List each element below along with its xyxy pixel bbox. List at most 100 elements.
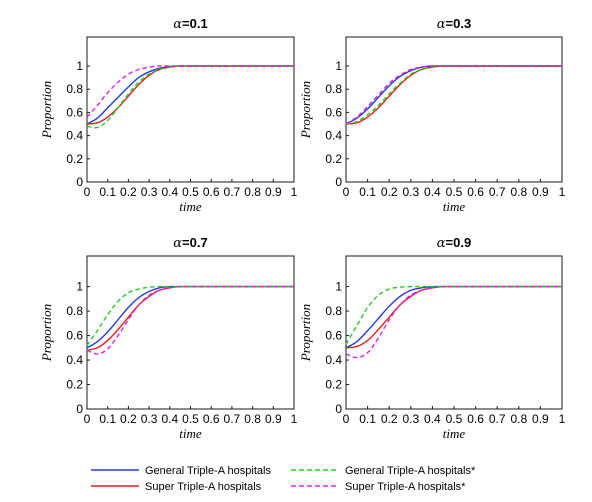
y-tick-label: 1 bbox=[335, 59, 342, 73]
series-line bbox=[86, 285, 294, 346]
x-tick-label: 0 bbox=[343, 412, 350, 426]
legend-label: Super Triple-A hospitals* bbox=[345, 481, 466, 493]
x-tick-label: 0.1 bbox=[359, 412, 376, 426]
y-tick-label: 0 bbox=[76, 402, 83, 416]
title-symbol: α bbox=[173, 17, 182, 32]
y-tick-label: 0.6 bbox=[325, 105, 342, 119]
x-tick-label: 0.5 bbox=[182, 185, 199, 199]
y-tick-label: 0.2 bbox=[66, 152, 83, 166]
x-tick-label: 0.8 bbox=[244, 412, 261, 426]
x-tick-label: 1 bbox=[291, 185, 298, 199]
y-tick-label: 0.8 bbox=[325, 304, 342, 318]
x-tick-label: 0.6 bbox=[467, 412, 484, 426]
x-axis-label: time bbox=[443, 426, 466, 441]
x-tick-label: 1 bbox=[559, 412, 566, 426]
y-tick-label: 0.8 bbox=[325, 82, 342, 96]
x-tick-label: 0.5 bbox=[446, 412, 463, 426]
x-tick-label: 0.9 bbox=[532, 412, 549, 426]
x-tick-label: 0.3 bbox=[402, 185, 419, 199]
plot-frame bbox=[345, 255, 563, 410]
x-tick-label: 0.2 bbox=[120, 185, 137, 199]
x-tick-label: 0.1 bbox=[99, 185, 116, 199]
plot-frame bbox=[345, 36, 563, 183]
x-tick-label: 0.4 bbox=[161, 412, 178, 426]
title-value: =0.1 bbox=[182, 16, 208, 31]
y-tick-label: 0.4 bbox=[325, 353, 342, 367]
panel-4: α=0.9 0 0.1 0.2 0.3 0.4 0.5 0.6 0.7 0.8 0.9 1 0 0.2 0.… bbox=[298, 235, 566, 441]
x-tick-label: 0.7 bbox=[224, 412, 241, 426]
panel-3: α=0.70 0.1 0.2 0.3 0.4 0.5 0.6 0.7 0.8 0.9 100.20.… bbox=[39, 235, 298, 441]
legend: General Triple-A hospitals General Triple… bbox=[91, 465, 476, 493]
x-tick-label: 0.6 bbox=[203, 412, 220, 426]
x-axis-label: time bbox=[179, 199, 202, 214]
title-symbol: α bbox=[173, 236, 182, 251]
y-tick-label: 0.4 bbox=[66, 129, 83, 143]
y-tick-label: 0.6 bbox=[325, 329, 342, 343]
x-tick-label: 0 bbox=[84, 185, 91, 199]
title-value: =0.3 bbox=[446, 16, 472, 31]
x-tick-label: 0.8 bbox=[510, 185, 527, 199]
plot-frame bbox=[86, 255, 295, 410]
x-tick-label: 0.4 bbox=[424, 185, 441, 199]
y-tick-label: 0.6 bbox=[66, 329, 83, 343]
x-tick-label: 0.3 bbox=[141, 185, 158, 199]
x-tick-label: 0 bbox=[84, 412, 91, 426]
x-tick-label: 0.6 bbox=[467, 185, 484, 199]
y-tick-label: 0.6 bbox=[66, 105, 83, 119]
y-tick-label: 0.4 bbox=[66, 353, 83, 367]
y-tick-label: 0.2 bbox=[325, 152, 342, 166]
x-axis-label: time bbox=[179, 426, 202, 441]
x-tick-label: 0.7 bbox=[489, 185, 506, 199]
legend-label: General Triple-A hospitals bbox=[145, 465, 271, 477]
x-tick-label: 0.2 bbox=[381, 412, 398, 426]
panel-1: α=0.10 0.1 0.2 0.3 0.4 0.5 0.6 0.7 0.8 0.9 100.20.… bbox=[39, 16, 298, 214]
series-line bbox=[86, 65, 294, 118]
title-value: =0.7 bbox=[182, 235, 208, 250]
y-tick-label: 0.2 bbox=[66, 378, 83, 392]
x-tick-label: 0.8 bbox=[244, 185, 261, 199]
series-line bbox=[345, 285, 562, 345]
y-axis-label: Proportion bbox=[39, 304, 54, 362]
x-tick-label: 0.7 bbox=[224, 185, 241, 199]
y-tick-label: 0 bbox=[76, 175, 83, 189]
x-tick-label: 0 bbox=[343, 185, 350, 199]
y-tick-label: 0 bbox=[335, 402, 342, 416]
title-symbol: α bbox=[437, 236, 446, 251]
x-tick-label: 0.8 bbox=[510, 412, 527, 426]
y-axis-label: Proportion bbox=[298, 304, 313, 362]
legend-label: Super Triple-A hospitals bbox=[145, 481, 262, 493]
x-tick-label: 0.3 bbox=[141, 412, 158, 426]
panel-title: α=0.1 bbox=[173, 16, 207, 32]
plot-frame bbox=[86, 36, 295, 183]
x-tick-label: 0.1 bbox=[99, 412, 116, 426]
y-tick-label: 0 bbox=[335, 175, 342, 189]
y-tick-label: 1 bbox=[335, 280, 342, 294]
x-tick-label: 1 bbox=[559, 185, 566, 199]
series-line bbox=[345, 65, 562, 125]
x-tick-label: 0.6 bbox=[203, 185, 220, 199]
x-axis-label: time bbox=[443, 199, 466, 214]
panel-title: α=0.9 bbox=[437, 235, 471, 251]
y-tick-label: 1 bbox=[76, 280, 83, 294]
x-tick-label: 0.5 bbox=[446, 185, 463, 199]
title-value: =0.9 bbox=[446, 235, 472, 250]
title-symbol: α bbox=[437, 17, 446, 32]
y-axis-label: Proportion bbox=[298, 81, 313, 139]
y-tick-label: 0.8 bbox=[66, 82, 83, 96]
x-tick-label: 0.4 bbox=[424, 412, 441, 426]
panel-title: α=0.3 bbox=[437, 16, 471, 32]
x-tick-label: 0.7 bbox=[489, 412, 506, 426]
x-tick-label: 0.9 bbox=[265, 185, 282, 199]
legend-label: General Triple-A hospitals* bbox=[345, 465, 476, 477]
panel-title: α=0.7 bbox=[173, 235, 207, 251]
y-tick-label: 1 bbox=[76, 59, 83, 73]
y-tick-label: 0.8 bbox=[66, 304, 83, 318]
panel-2: α=0.3 0 0.1 0.2 0.3 0.4 0.5 0.6 0.7 0.8 0.9 1 0 0.2 0.… bbox=[298, 16, 566, 214]
x-tick-label: 0.5 bbox=[182, 412, 199, 426]
series-line bbox=[86, 285, 294, 355]
x-tick-label: 0.2 bbox=[120, 412, 137, 426]
y-tick-label: 0.4 bbox=[325, 129, 342, 143]
series-line bbox=[345, 285, 562, 359]
x-tick-label: 0.9 bbox=[265, 412, 282, 426]
